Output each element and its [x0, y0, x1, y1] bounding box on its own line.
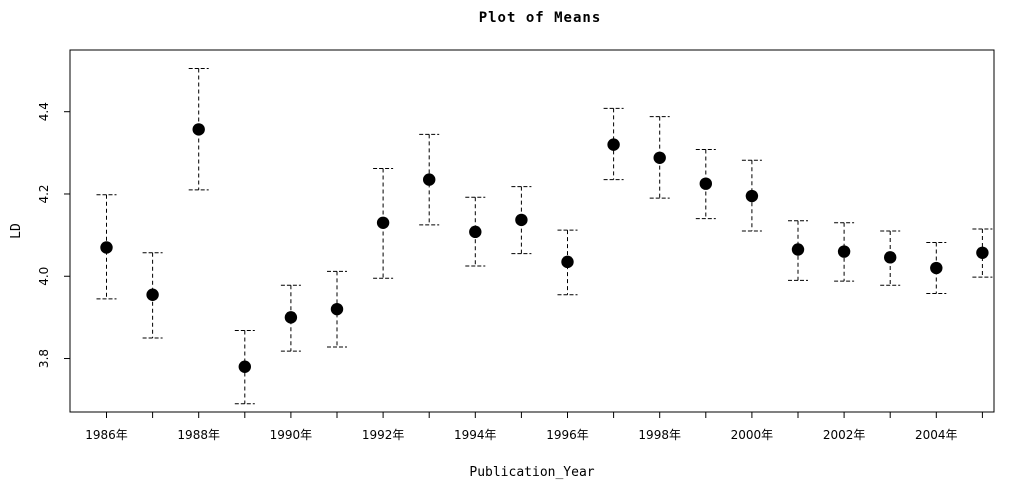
error-bar [926, 242, 947, 295]
error-bar [280, 284, 301, 352]
x-tick-label: 1994年 [454, 428, 497, 442]
mean-point [284, 311, 298, 324]
y-tick-label: 4.2 [37, 184, 51, 203]
x-tick-label: 1990年 [270, 428, 313, 442]
error-bar [188, 68, 209, 191]
x-tick-label: 2000年 [731, 428, 774, 442]
error-bar [695, 149, 716, 220]
mean-points [100, 123, 989, 373]
x-tick-label: 1998年 [638, 428, 681, 442]
mean-point [653, 151, 666, 164]
mean-point [976, 246, 989, 260]
error-bars [96, 68, 993, 405]
mean-point [469, 225, 482, 239]
x-tick-label: 1996年 [546, 428, 589, 442]
x-axis: 1986年 1988年 1990年 1992年 1994年 1996年 1998年 2000年… [85, 412, 983, 442]
mean-point [238, 360, 251, 373]
chart-title: Plot of Means [479, 10, 602, 26]
mean-point [791, 243, 805, 256]
error-bar [511, 186, 532, 255]
error-bar [649, 116, 670, 199]
mean-point [376, 216, 390, 229]
y-tick-label: 3.8 [37, 349, 51, 368]
y-tick-label: 4.0 [37, 267, 51, 286]
mean-point [745, 189, 759, 203]
mean-point [930, 261, 943, 275]
mean-point [146, 288, 159, 301]
error-bar [465, 196, 486, 267]
mean-point [330, 302, 344, 316]
mean-point [561, 255, 574, 269]
x-tick-label: 1986年 [85, 428, 128, 442]
mean-point [423, 173, 436, 186]
mean-point [515, 213, 528, 227]
plot-frame [69, 49, 995, 413]
x-tick-label: 1992年 [362, 428, 405, 442]
error-bar [880, 230, 901, 286]
mean-point [607, 138, 620, 151]
y-axis: 3.8 4.0 4.2 4.4 [37, 102, 70, 368]
mean-point [699, 177, 712, 190]
mean-point [192, 123, 205, 136]
mean-point [837, 245, 851, 258]
x-tick-label: 1988年 [177, 428, 220, 442]
y-tick-label: 4.4 [37, 102, 51, 121]
mean-point [884, 251, 897, 264]
error-bar [557, 229, 578, 296]
error-bar [373, 167, 394, 279]
x-axis-label: Publication_Year [469, 465, 594, 480]
x-tick-label: 2004年 [915, 428, 958, 442]
y-axis-label: LD [9, 223, 24, 239]
mean-point [100, 241, 113, 254]
x-tick-label: 2002年 [823, 428, 866, 442]
